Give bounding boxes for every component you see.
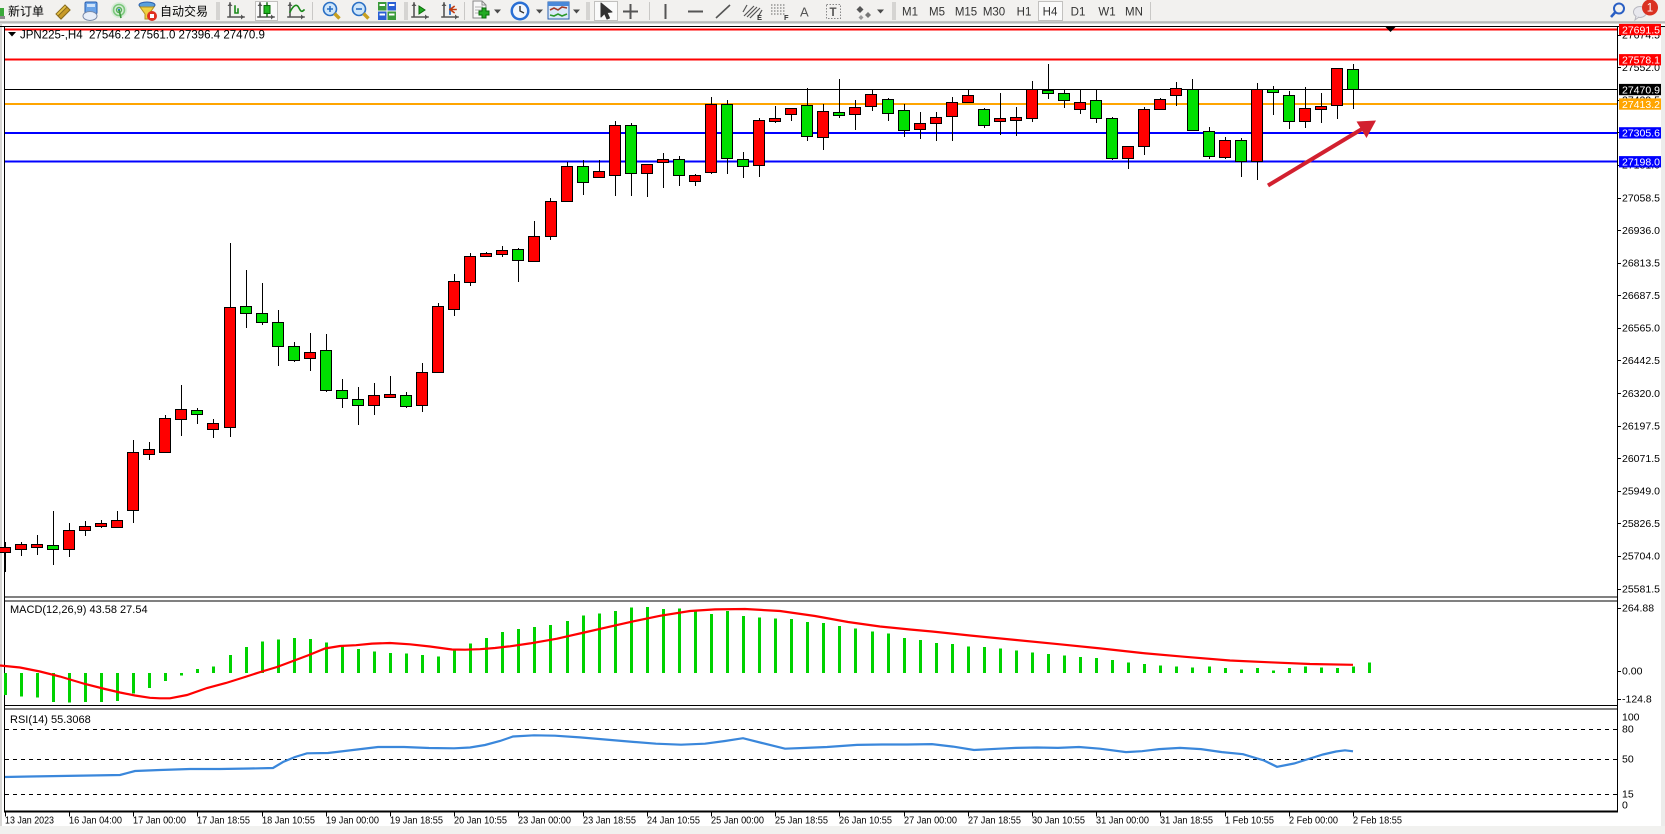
svg-text:M15: M15 xyxy=(955,7,977,19)
svg-text:T: T xyxy=(830,7,837,19)
svg-text:26687.5: 26687.5 xyxy=(1622,290,1660,302)
svg-text:M30: M30 xyxy=(983,7,1005,19)
svg-text:MN: MN xyxy=(1125,7,1143,19)
svg-text:H4: H4 xyxy=(1043,7,1058,19)
svg-text:23 Jan 00:00: 23 Jan 00:00 xyxy=(518,814,571,826)
svg-text:0: 0 xyxy=(1622,799,1628,811)
svg-text:2 Feb 00:00: 2 Feb 00:00 xyxy=(1289,814,1338,826)
svg-text:25 Jan 18:55: 25 Jan 18:55 xyxy=(775,814,828,826)
svg-text:D1: D1 xyxy=(1071,7,1086,19)
svg-text:20 Jan 10:55: 20 Jan 10:55 xyxy=(454,814,507,826)
svg-text:F: F xyxy=(784,13,789,22)
svg-text:19 Jan 00:00: 19 Jan 00:00 xyxy=(326,814,379,826)
svg-text:16 Jan 04:00: 16 Jan 04:00 xyxy=(69,814,122,826)
svg-text:25581.5: 25581.5 xyxy=(1622,583,1660,595)
svg-text:26320.0: 26320.0 xyxy=(1622,388,1660,400)
svg-text:30 Jan 10:55: 30 Jan 10:55 xyxy=(1032,814,1085,826)
svg-text:27 Jan 00:00: 27 Jan 00:00 xyxy=(904,814,957,826)
svg-text:15: 15 xyxy=(1622,789,1634,801)
svg-text:27691.5: 27691.5 xyxy=(1622,24,1660,36)
svg-text:19 Jan 18:55: 19 Jan 18:55 xyxy=(390,814,443,826)
svg-text:-124.8: -124.8 xyxy=(1622,694,1652,706)
svg-text:27578.1: 27578.1 xyxy=(1622,55,1660,67)
svg-text:27470.9: 27470.9 xyxy=(1622,84,1660,96)
svg-text:自动交易: 自动交易 xyxy=(160,4,208,19)
svg-text:26071.5: 26071.5 xyxy=(1622,453,1660,465)
svg-text:RSI(14) 55.3068: RSI(14) 55.3068 xyxy=(10,714,91,726)
svg-text:25949.0: 25949.0 xyxy=(1622,486,1660,498)
svg-text:26565.0: 26565.0 xyxy=(1622,323,1660,335)
svg-text:13 Jan 2023: 13 Jan 2023 xyxy=(5,814,54,826)
svg-text:50: 50 xyxy=(1622,754,1634,766)
svg-text:1: 1 xyxy=(1647,3,1653,15)
svg-text:JPN225-,H4 27546.2 27561.0 27: JPN225-,H4 27546.2 27561.0 27396.4 27470… xyxy=(20,30,265,42)
svg-text:27 Jan 18:55: 27 Jan 18:55 xyxy=(968,814,1021,826)
svg-text:17 Jan 18:55: 17 Jan 18:55 xyxy=(197,814,250,826)
svg-text:W1: W1 xyxy=(1098,7,1115,19)
svg-text:80: 80 xyxy=(1622,724,1634,736)
svg-text:26813.5: 26813.5 xyxy=(1622,258,1660,270)
svg-text:31 Jan 18:55: 31 Jan 18:55 xyxy=(1160,814,1213,826)
svg-text:27198.0: 27198.0 xyxy=(1622,157,1660,169)
svg-text:100: 100 xyxy=(1622,712,1640,724)
svg-text:264.88: 264.88 xyxy=(1622,603,1654,615)
svg-text:27413.2: 27413.2 xyxy=(1622,99,1660,111)
svg-text:M1: M1 xyxy=(902,7,918,19)
svg-text:0.00: 0.00 xyxy=(1622,666,1643,678)
svg-text:A: A xyxy=(800,5,809,20)
svg-text:27058.5: 27058.5 xyxy=(1622,192,1660,204)
svg-text:27305.6: 27305.6 xyxy=(1622,128,1660,140)
svg-text:2 Feb 18:55: 2 Feb 18:55 xyxy=(1353,814,1402,826)
svg-text:23 Jan 18:55: 23 Jan 18:55 xyxy=(583,814,636,826)
svg-text:MACD(12,26,9) 43.58 27.54: MACD(12,26,9) 43.58 27.54 xyxy=(10,604,148,616)
svg-text:17 Jan 00:00: 17 Jan 00:00 xyxy=(133,814,186,826)
svg-text:26197.5: 26197.5 xyxy=(1622,420,1660,432)
svg-text:新订单: 新订单 xyxy=(8,4,44,19)
svg-text:1 Feb 10:55: 1 Feb 10:55 xyxy=(1225,814,1274,826)
svg-text:26 Jan 10:55: 26 Jan 10:55 xyxy=(839,814,892,826)
svg-text:31 Jan 00:00: 31 Jan 00:00 xyxy=(1096,814,1149,826)
svg-text:E: E xyxy=(757,13,762,22)
svg-text:24 Jan 10:55: 24 Jan 10:55 xyxy=(647,814,700,826)
svg-text:M5: M5 xyxy=(929,7,945,19)
svg-text:26936.0: 26936.0 xyxy=(1622,225,1660,237)
svg-text:25826.5: 25826.5 xyxy=(1622,518,1660,530)
svg-text:25704.0: 25704.0 xyxy=(1622,551,1660,563)
svg-text:25 Jan 00:00: 25 Jan 00:00 xyxy=(711,814,764,826)
svg-text:18 Jan 10:55: 18 Jan 10:55 xyxy=(262,814,315,826)
svg-text:H1: H1 xyxy=(1017,7,1032,19)
svg-text:26442.5: 26442.5 xyxy=(1622,355,1660,367)
